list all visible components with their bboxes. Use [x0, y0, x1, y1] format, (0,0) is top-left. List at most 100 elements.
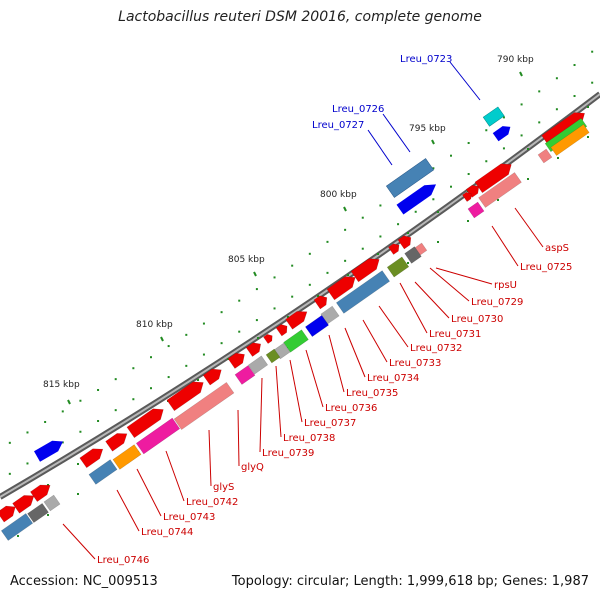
cds-arrow-inner[interactable]: [227, 349, 248, 369]
cds-arrow-inner[interactable]: [30, 480, 53, 502]
cds-arrow-inner[interactable]: [245, 339, 264, 357]
cds-arrow-inner[interactable]: [105, 429, 131, 452]
tick-dot: [197, 379, 199, 381]
tick-dot: [238, 299, 241, 302]
label-lreu-0736[interactable]: Lreu_0736: [325, 403, 377, 414]
label-lreu-0731[interactable]: Lreu_0731: [429, 329, 481, 340]
cds-arrow-inner[interactable]: [166, 377, 207, 412]
label-lreu-0732[interactable]: Lreu_0732: [410, 343, 462, 354]
cds-arrow-inner[interactable]: [263, 332, 274, 344]
label-lreu-0725[interactable]: Lreu_0725: [520, 262, 572, 273]
label-lreu-0743[interactable]: Lreu_0743: [163, 512, 215, 523]
gene-block-inner[interactable]: [43, 494, 61, 512]
cds-arrow-lreu-0727[interactable]: [396, 179, 440, 215]
label-lreu-0742[interactable]: Lreu_0742: [186, 497, 238, 508]
label-lreu-0738[interactable]: Lreu_0738: [283, 433, 335, 444]
gene-block-inner[interactable]: [88, 459, 118, 485]
label-lreu-0746[interactable]: Lreu_0746: [97, 555, 149, 566]
cds-arrow-inner[interactable]: [275, 322, 290, 337]
cds-arrow-inner[interactable]: [387, 241, 401, 255]
outer-features: [34, 106, 513, 462]
tick-dot: [326, 240, 329, 243]
gene-block-inner[interactable]: [467, 201, 485, 219]
tick-dot: [432, 198, 435, 201]
tick-label-790: 790 kbp: [497, 55, 534, 65]
tick-dot: [538, 90, 541, 93]
cds-arrow-inner[interactable]: [12, 491, 38, 514]
tick-dot: [185, 333, 188, 336]
label-lreu-0737[interactable]: Lreu_0737: [304, 418, 356, 429]
gene-block-inner[interactable]: [234, 365, 256, 385]
tick-dot: [485, 160, 488, 163]
label-lreu-0729[interactable]: Lreu_0729: [471, 297, 523, 308]
label-lreu-0730[interactable]: Lreu_0730: [451, 314, 503, 325]
gene-block-lreu-0726[interactable]: [385, 158, 435, 198]
leader-line-inner: [378, 305, 409, 348]
gene-block-inner[interactable]: [135, 417, 181, 455]
tick-dot: [587, 106, 589, 108]
tick-dot: [344, 228, 347, 231]
label-lreu-0744[interactable]: Lreu_0744: [141, 527, 193, 538]
gene-block-inner[interactable]: [112, 444, 142, 470]
cds-arrow-inner[interactable]: [202, 365, 225, 386]
cds-arrow-lreu-0723[interactable]: [492, 123, 513, 142]
gene-block-inner[interactable]: [173, 381, 235, 431]
gene-block-inner[interactable]: [265, 348, 281, 364]
tick-dot: [573, 95, 576, 98]
cds-arrow-inner[interactable]: [313, 293, 330, 310]
cds-arrow-inner[interactable]: [79, 444, 107, 469]
gene-block-inner[interactable]: [386, 256, 410, 278]
leader-line-inner: [136, 468, 162, 517]
tick-dot: [287, 316, 289, 318]
cds-arrow-outer-left[interactable]: [34, 436, 66, 462]
tick-dot: [44, 420, 47, 423]
gene-block-inner[interactable]: [404, 246, 422, 264]
tick-dot: [573, 64, 576, 67]
tick-dot: [61, 441, 64, 444]
gene-block-inner[interactable]: [478, 172, 522, 208]
leader-line-inner: [491, 225, 519, 267]
cds-arrow-inner[interactable]: [474, 159, 515, 194]
tick-dot: [450, 185, 452, 188]
tick-dot: [167, 376, 170, 379]
gene-block-inner[interactable]: [544, 117, 588, 153]
genome-summary-text: Topology: circular; Length: 1,999,618 bp…: [231, 574, 589, 589]
label-aspS[interactable]: aspS: [545, 243, 569, 254]
tick-label-810: 810 kbp: [136, 320, 173, 330]
gene-block-inner[interactable]: [335, 270, 391, 314]
gene-block-lreu-0723[interactable]: [482, 106, 505, 127]
tick-dot: [485, 129, 488, 132]
gene-block-inner[interactable]: [537, 148, 553, 164]
tick-dot: [432, 167, 435, 170]
cds-arrow-inner[interactable]: [0, 502, 19, 523]
label-rpsU[interactable]: rpsU: [494, 280, 517, 291]
cds-arrow-inner[interactable]: [462, 190, 473, 202]
label-lreu-0735[interactable]: Lreu_0735: [346, 388, 398, 399]
cds-arrow-inner[interactable]: [397, 233, 414, 250]
tick-dot: [397, 223, 400, 226]
label-lreu-0733[interactable]: Lreu_0733: [389, 358, 441, 369]
label-lreu-0726[interactable]: Lreu_0726: [332, 104, 384, 115]
cds-arrow-inner[interactable]: [126, 404, 167, 439]
tick-dot: [467, 220, 469, 222]
tick-mark: [431, 139, 435, 145]
gene-block-inner[interactable]: [247, 355, 269, 375]
label-lreu-0734[interactable]: Lreu_0734: [367, 373, 419, 384]
tick-mark: [519, 71, 523, 77]
gene-block-inner[interactable]: [0, 513, 34, 541]
gene-block-inner[interactable]: [283, 329, 309, 353]
gene-block-inner[interactable]: [305, 315, 329, 337]
tick-mark: [67, 399, 71, 405]
cds-arrow-inner[interactable]: [326, 272, 359, 301]
label-glyS[interactable]: glyS: [213, 482, 234, 493]
gene-block-inner[interactable]: [550, 124, 590, 156]
cds-arrow-inner[interactable]: [285, 307, 311, 330]
label-lreu-0727[interactable]: Lreu_0727: [312, 120, 364, 131]
gene-block-inner[interactable]: [27, 502, 49, 524]
label-lreu-0739[interactable]: Lreu_0739: [262, 448, 314, 459]
cds-arrow-inner[interactable]: [350, 254, 383, 283]
tick-dot: [97, 419, 100, 422]
label-glyQ[interactable]: glyQ: [241, 462, 264, 473]
label-lreu-0723[interactable]: Lreu_0723: [400, 54, 452, 65]
